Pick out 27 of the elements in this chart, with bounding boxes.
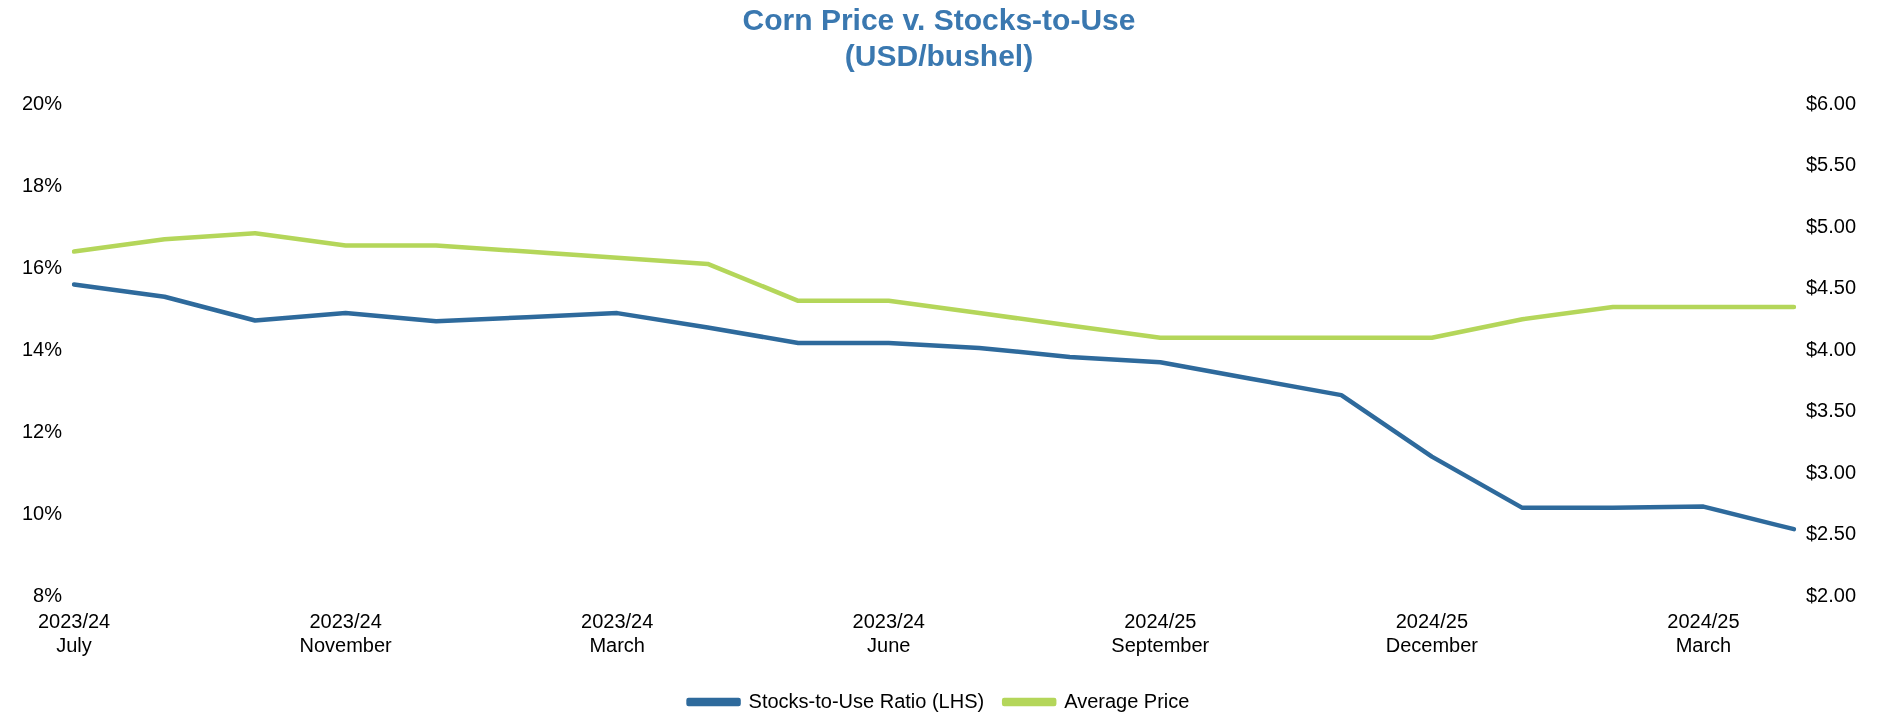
y-tick-label: 16% [22,255,63,278]
x-tick-label: 2024/25 September [1111,609,1210,656]
y2-tick-label: $4.00 [1805,337,1857,360]
x-tick-label: 2024/25 December [1385,609,1479,656]
x-tick-label: 2023/24 June [852,609,925,656]
y-tick-label: 18% [22,173,63,196]
y-tick-label: 8% [33,583,63,606]
y2-tick-label: $3.50 [1805,399,1857,422]
x-tick-label: 2023/24 March [581,609,654,656]
y-tick-label: 10% [22,501,63,524]
y-tick-label: 12% [22,419,63,442]
y2-tick-label: $2.50 [1805,522,1857,545]
x-tick-label: 2023/24 July [37,609,111,656]
y-tick-label: 20% [22,91,63,114]
y-tick-label: 14% [22,337,63,360]
x-tick-label: 2023/24 November [299,609,393,656]
y2-tick-label: $4.50 [1805,276,1857,299]
chart-title: Corn Price v. Stocks-to-Use [742,3,1136,37]
chart-subtitle: (USD/bushel) [844,39,1034,73]
legend-label: Stocks-to-Use Ratio (LHS) [748,689,985,712]
y2-tick-label: $3.00 [1805,460,1857,483]
legend-label: Average Price [1064,689,1190,712]
y2-tick-label: $5.50 [1805,153,1857,176]
y2-tick-label: $2.00 [1805,583,1857,606]
y2-tick-label: $6.00 [1805,91,1857,114]
y2-tick-label: $5.00 [1805,214,1857,237]
x-tick-label: 2024/25 March [1667,609,1740,656]
